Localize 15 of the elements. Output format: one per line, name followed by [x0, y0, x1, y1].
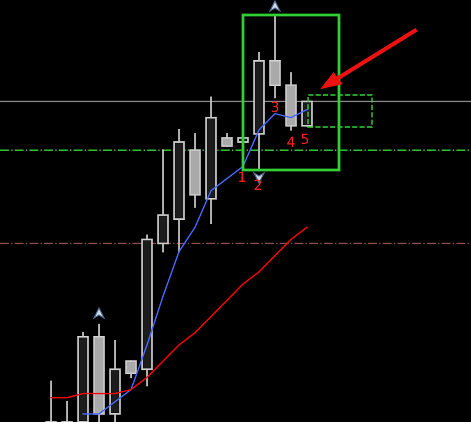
candlestick: [109, 340, 121, 422]
candlestick: [205, 96, 217, 224]
annotation: 5: [302, 134, 308, 144]
annotation: 1: [239, 172, 246, 182]
candlestick: [189, 133, 201, 208]
annotation: 3: [272, 102, 278, 112]
candlestick: [269, 15, 281, 98]
candlestick: [253, 52, 265, 172]
annotation: 4: [287, 136, 295, 147]
annotation: 2: [254, 180, 262, 190]
candlestick: [173, 129, 185, 252]
candlestick: [141, 234, 153, 386]
candlestick: [285, 72, 297, 131]
candlestick: [93, 324, 105, 422]
candlestick: [157, 149, 169, 252]
